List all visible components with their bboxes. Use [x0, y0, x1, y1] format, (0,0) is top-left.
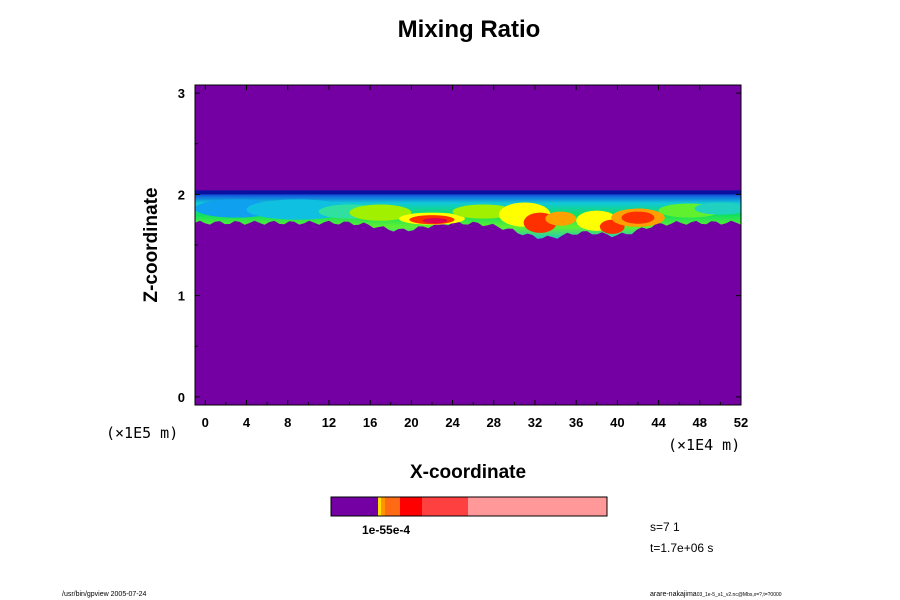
- colorbar-label: 1e-55e-4: [362, 523, 410, 537]
- cloud-blob: [452, 204, 515, 219]
- colorbar-segment: [378, 497, 381, 516]
- colorbar-segment: [381, 497, 385, 516]
- cloud-blob: [422, 218, 448, 224]
- colorbar-segment: [422, 497, 468, 516]
- x-tick-label: 20: [404, 415, 418, 430]
- x-tick-label: 44: [651, 415, 666, 430]
- cloud-layer: [195, 190, 741, 239]
- y-axis-title: Z-coordinate: [141, 187, 162, 302]
- cloud-blob: [621, 211, 655, 224]
- cloud-top-edge: [195, 190, 741, 195]
- y-axis: 0 1 2 3: [178, 86, 741, 405]
- cloud-blob: [349, 204, 412, 221]
- footer-left: /usr/bin/gpview 2005-07-24: [62, 591, 147, 598]
- y-tick-label: 0: [178, 390, 185, 405]
- x-tick-label: 16: [363, 415, 377, 430]
- y-tick-label: 3: [178, 86, 185, 101]
- colorbar-segment: [385, 497, 400, 516]
- colorbar-segment: [331, 497, 378, 516]
- x-axis: 0 4 8 12 16 20 24 28 32 36 40 44 48 52: [202, 85, 748, 430]
- cloud-blob: [545, 211, 577, 226]
- time-annotation: t=1.7e+06 s: [650, 541, 713, 555]
- step-annotation: s=7 1: [650, 520, 680, 534]
- x-tick-label: 36: [569, 415, 583, 430]
- colorbar-frame: [330, 496, 608, 517]
- x-tick-label: 8: [284, 415, 291, 430]
- footer-right-main: arare-nakajima: [650, 591, 697, 598]
- y-scale-label: (×1E5 m): [106, 424, 178, 442]
- chart-title: Mixing Ratio: [397, 16, 541, 43]
- footer-right: arare-nakajima03_1e-5_s1_v2.nc@Mbs,x=?,t…: [650, 591, 782, 598]
- cloud-blob: [694, 202, 741, 215]
- x-tick-label: 24: [445, 415, 460, 430]
- x-tick-label: 12: [322, 415, 336, 430]
- footer-right-small: 03_1e-5_s1_v2.nc@Mbs,x=?,t=?0000: [697, 592, 782, 598]
- x-tick-label: 40: [610, 415, 624, 430]
- y-tick-label: 2: [178, 187, 185, 202]
- colorbar: [330, 496, 608, 517]
- x-scale-label: (×1E4 m): [668, 436, 740, 454]
- x-tick-label: 32: [528, 415, 542, 430]
- plot-background: [195, 85, 741, 405]
- x-tick-label: 48: [693, 415, 707, 430]
- x-tick-label: 52: [734, 415, 748, 430]
- x-tick-label: 4: [243, 415, 251, 430]
- x-axis-title: X-coordinate: [410, 462, 526, 483]
- colorbar-segment: [400, 497, 422, 516]
- y-tick-label: 1: [178, 289, 185, 304]
- x-tick-label: 28: [487, 415, 501, 430]
- x-tick-label: 0: [202, 415, 209, 430]
- colorbar-segment: [468, 497, 607, 516]
